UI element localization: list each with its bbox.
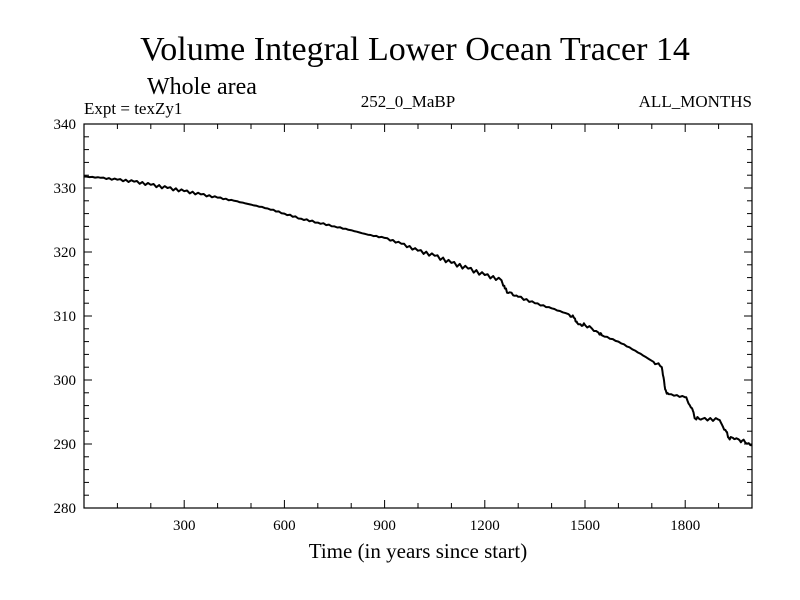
x-tick-label: 600: [273, 518, 296, 534]
x-tick-label: 900: [373, 518, 396, 534]
chart-title: Volume Integral Lower Ocean Tracer 14: [140, 31, 690, 68]
series-line: [83, 175, 753, 447]
plot-frame: [83, 123, 753, 509]
x-tick-label: 1800: [670, 518, 700, 534]
center-label: 252_0_MaBP: [361, 92, 455, 111]
y-tick-label: 280: [54, 501, 77, 517]
axis-ticks: [84, 124, 752, 508]
y-tick-label: 330: [54, 181, 77, 197]
y-tick-label: 320: [54, 245, 77, 261]
months-label: ALL_MONTHS: [639, 92, 752, 111]
expt-label: Expt = texZy1: [84, 99, 182, 118]
x-tick-label: 300: [173, 518, 196, 534]
x-axis-label: Time (in years since start): [309, 539, 528, 563]
x-tick-label: 1500: [570, 518, 600, 534]
y-tick-label: 340: [54, 117, 77, 133]
y-tick-label: 310: [54, 309, 77, 325]
x-tick-label: 1200: [470, 518, 500, 534]
y-tick-label: 290: [54, 437, 77, 453]
y-tick-label: 300: [54, 373, 77, 389]
axis-tick-labels: 300 600 900 1200 1500 1800 280 290 300 310 320 330 3…: [54, 117, 701, 534]
chart-subtitle: Whole area: [147, 74, 257, 100]
